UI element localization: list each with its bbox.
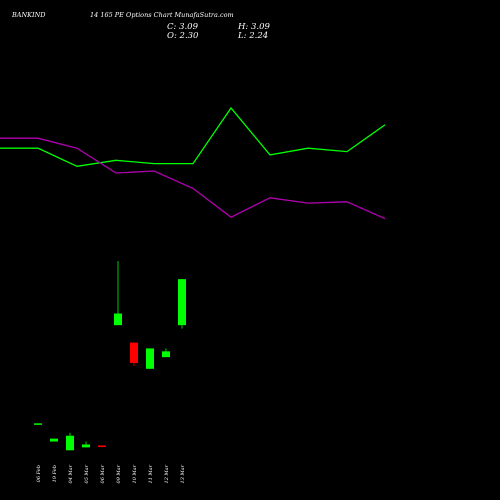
candle-body bbox=[98, 445, 106, 447]
chart-subtitle: 14 165 PE Options Chart MunafaSutra.com bbox=[90, 11, 234, 19]
x-tick-label: 06 Mar bbox=[100, 464, 106, 483]
x-tick-label: 05 Mar bbox=[84, 464, 90, 483]
candle-body bbox=[50, 438, 58, 442]
candle bbox=[98, 445, 106, 448]
candle bbox=[66, 432, 74, 451]
candle bbox=[146, 348, 154, 369]
candle-body bbox=[146, 348, 154, 369]
candle-body bbox=[130, 342, 138, 363]
x-tick-label: 09 Mar bbox=[116, 464, 122, 483]
x-tick-label: 04 Mar bbox=[68, 464, 74, 483]
x-tick-label: 10 Mar bbox=[132, 464, 138, 483]
candle-body bbox=[178, 279, 186, 326]
candle bbox=[130, 342, 138, 366]
candle bbox=[114, 261, 122, 326]
x-tick-label: 11 Mar bbox=[148, 464, 154, 483]
indicator-line-1 bbox=[0, 106, 386, 167]
candle-body bbox=[114, 313, 122, 326]
candle-body bbox=[82, 444, 90, 448]
candle-body bbox=[162, 351, 170, 358]
ticker-label: BANKIND bbox=[12, 11, 46, 19]
x-tick-label: 19 Feb bbox=[52, 465, 58, 482]
candle-body bbox=[66, 435, 74, 451]
x-tick-label: 12 Mar bbox=[164, 464, 170, 483]
x-tick-label: 06 Feb bbox=[36, 465, 42, 482]
candle bbox=[82, 441, 90, 448]
indicator-lines bbox=[0, 106, 386, 220]
candle bbox=[50, 438, 58, 442]
candle-body bbox=[34, 423, 42, 425]
candle bbox=[178, 279, 186, 329]
candles bbox=[34, 261, 186, 451]
open-value: O: 2.30 bbox=[167, 31, 199, 41]
candle bbox=[34, 423, 42, 425]
candle bbox=[162, 348, 170, 358]
indicator-line-2 bbox=[0, 137, 386, 220]
low-value: L: 2.24 bbox=[238, 31, 269, 41]
x-tick-label: 13 Mar bbox=[180, 464, 186, 483]
x-axis-labels: 06 Feb 19 Feb 04 Mar 05 Mar 06 Mar 09 Mar 10 M… bbox=[36, 464, 186, 483]
high-value: H: 3.09 bbox=[238, 22, 270, 32]
close-value: C: 3.09 bbox=[167, 22, 198, 32]
